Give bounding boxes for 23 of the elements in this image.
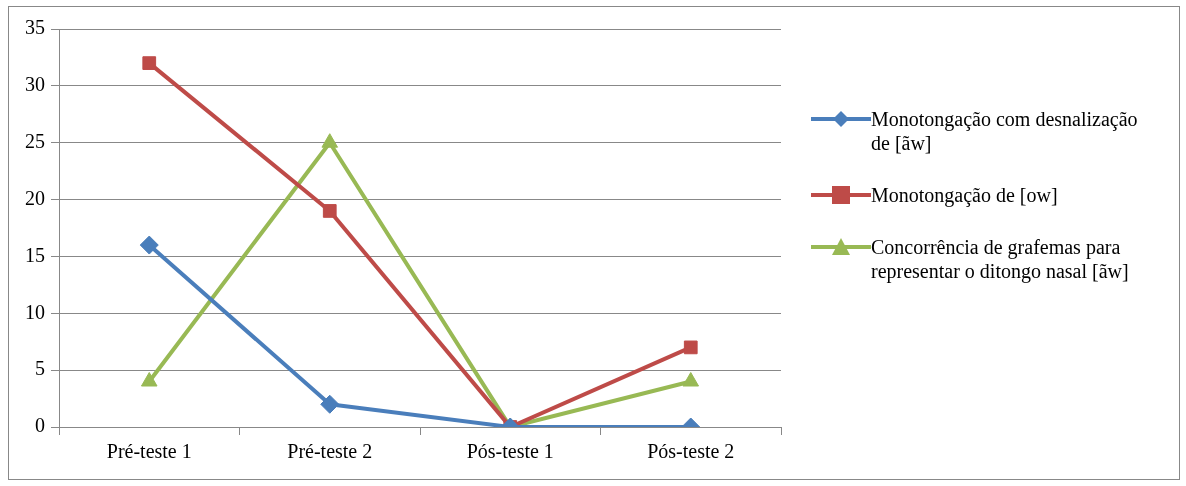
point [140, 372, 158, 387]
point [321, 133, 339, 148]
y-tick-label: 15 [25, 243, 45, 266]
point [322, 204, 337, 218]
point [682, 372, 700, 387]
x-tick-label: Pré-teste 1 [106, 440, 192, 463]
point [683, 340, 698, 355]
legend-label: Monotongação com desnalização de [ãw] [871, 107, 1139, 155]
legend-label: Monotongação de [ow] [871, 183, 1058, 207]
x-tick-label: Pré-teste 2 [287, 440, 373, 463]
point [139, 235, 159, 255]
x-tick-label: Pós-teste 1 [466, 440, 554, 463]
y-tick-label: 30 [25, 73, 45, 96]
legend-label: Concorrência de grafemas para representar o ditongo nasal [ãw] [871, 235, 1130, 283]
y-tick-label: 25 [25, 129, 45, 152]
y-tick-label: 10 [25, 300, 45, 323]
y-tick-label: 35 [25, 16, 45, 39]
y-tick-label: 5 [35, 357, 45, 380]
point [142, 56, 157, 70]
y-tick-label: 20 [25, 186, 45, 209]
point [320, 394, 340, 414]
x-tick-label: Pós-teste 2 [647, 440, 735, 463]
y-tick-label: 0 [35, 414, 45, 437]
